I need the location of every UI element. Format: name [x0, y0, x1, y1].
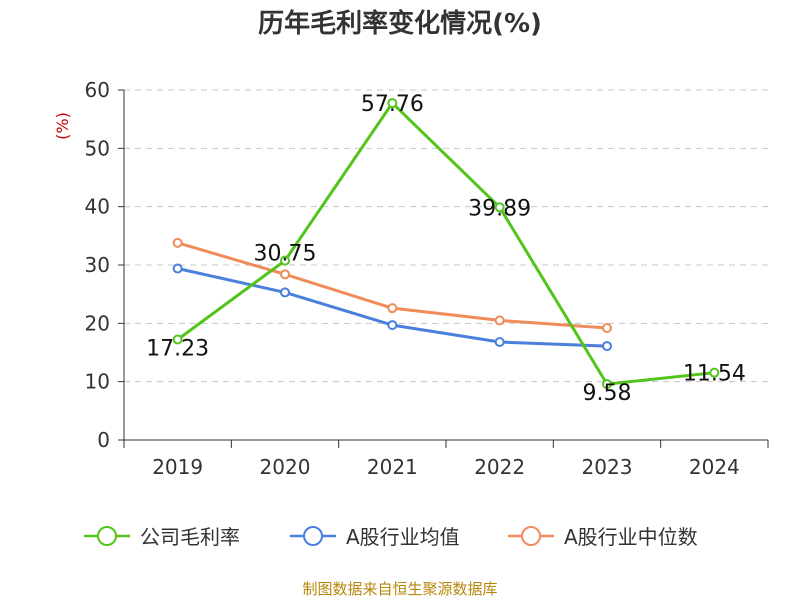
data-point	[172, 334, 183, 345]
legend-label: A股行业均值	[346, 525, 460, 549]
data-label: 11.54	[683, 362, 746, 387]
data-label: 57.76	[361, 92, 424, 117]
y-axis-label: (%)	[53, 112, 72, 140]
y-tick-label: 50	[85, 136, 110, 160]
y-tick-label: 30	[85, 253, 110, 277]
data-label: 39.89	[468, 196, 531, 221]
data-point	[494, 337, 505, 347]
data-label: 9.58	[583, 381, 632, 406]
data-point	[494, 202, 505, 213]
data-point	[602, 323, 612, 333]
source-note: 制图数据来自恒生聚源数据库	[302, 580, 497, 598]
data-point	[280, 269, 290, 280]
axes: 0 10 20 30 40 50 60 2019 2020 2021 2022 2023 2024	[85, 78, 769, 479]
data-point	[709, 367, 720, 378]
data-label: 30.75	[254, 242, 317, 267]
data-point	[494, 315, 505, 326]
data-point	[172, 263, 183, 274]
y-tick-label: 10	[85, 370, 110, 394]
x-tick-label: 2024	[689, 455, 740, 479]
data-point	[280, 255, 290, 266]
series-lines	[172, 98, 720, 390]
legend-label: A股行业中位数	[564, 525, 698, 549]
x-tick-label: 2021	[367, 455, 418, 479]
x-tick-label: 2023	[582, 455, 633, 479]
data-labels: 17.23 30.75 57.76 39.89 9.58 11.54	[146, 92, 746, 406]
legend-label: 公司毛利率	[140, 525, 240, 549]
y-tick-label: 60	[85, 78, 110, 102]
x-tick-label: 2022	[474, 455, 525, 479]
data-label: 17.23	[146, 336, 209, 361]
x-tick-label: 2020	[260, 455, 311, 479]
legend-marker-icon	[97, 526, 117, 546]
y-tick-label: 40	[85, 195, 110, 219]
data-point	[387, 303, 398, 314]
grid-lines	[124, 89, 768, 383]
data-point	[602, 379, 612, 390]
data-point	[602, 341, 612, 352]
data-point	[280, 287, 290, 298]
legend-marker-icon	[303, 526, 323, 546]
legend-marker-icon	[521, 526, 541, 546]
y-tick-label: 20	[85, 311, 110, 335]
x-tick-label: 2019	[152, 455, 203, 479]
series-line	[176, 101, 715, 386]
legend: 公司毛利率 A股行业均值 A股行业中位数	[84, 525, 698, 549]
data-point	[387, 320, 398, 331]
series-line	[177, 241, 608, 330]
y-tick-label: 0	[97, 428, 110, 452]
data-point	[172, 237, 183, 248]
data-point	[387, 98, 398, 109]
chart-title: 历年毛利率变化情况(%)	[258, 8, 542, 39]
